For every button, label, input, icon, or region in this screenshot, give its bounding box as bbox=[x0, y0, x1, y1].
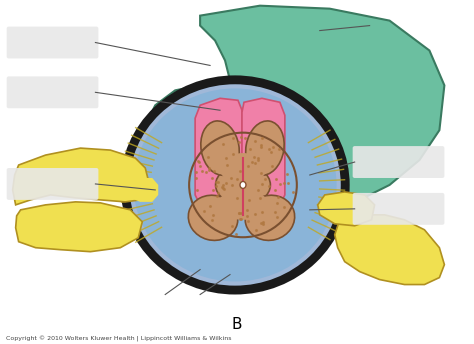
Text: Copyright © 2010 Wolters Kluwer Health | Lippincott Williams & Wilkins: Copyright © 2010 Wolters Kluwer Health |… bbox=[6, 336, 231, 342]
Polygon shape bbox=[13, 148, 148, 205]
Polygon shape bbox=[150, 85, 218, 120]
Polygon shape bbox=[200, 6, 445, 210]
Polygon shape bbox=[130, 178, 158, 202]
Ellipse shape bbox=[219, 153, 267, 183]
Text: B: B bbox=[232, 317, 242, 332]
Ellipse shape bbox=[217, 190, 269, 220]
Polygon shape bbox=[318, 192, 374, 226]
FancyBboxPatch shape bbox=[353, 193, 445, 225]
Ellipse shape bbox=[246, 121, 284, 175]
Ellipse shape bbox=[245, 195, 295, 240]
Ellipse shape bbox=[188, 195, 238, 240]
FancyBboxPatch shape bbox=[7, 168, 99, 200]
Polygon shape bbox=[16, 202, 142, 252]
FancyBboxPatch shape bbox=[353, 146, 445, 178]
Ellipse shape bbox=[240, 182, 246, 189]
Ellipse shape bbox=[201, 121, 239, 175]
Ellipse shape bbox=[120, 75, 350, 294]
FancyBboxPatch shape bbox=[7, 76, 99, 108]
Ellipse shape bbox=[130, 85, 340, 284]
Polygon shape bbox=[195, 98, 242, 210]
FancyBboxPatch shape bbox=[7, 26, 99, 58]
Polygon shape bbox=[242, 98, 285, 208]
Polygon shape bbox=[178, 258, 265, 290]
Polygon shape bbox=[335, 215, 445, 284]
Ellipse shape bbox=[216, 165, 270, 205]
